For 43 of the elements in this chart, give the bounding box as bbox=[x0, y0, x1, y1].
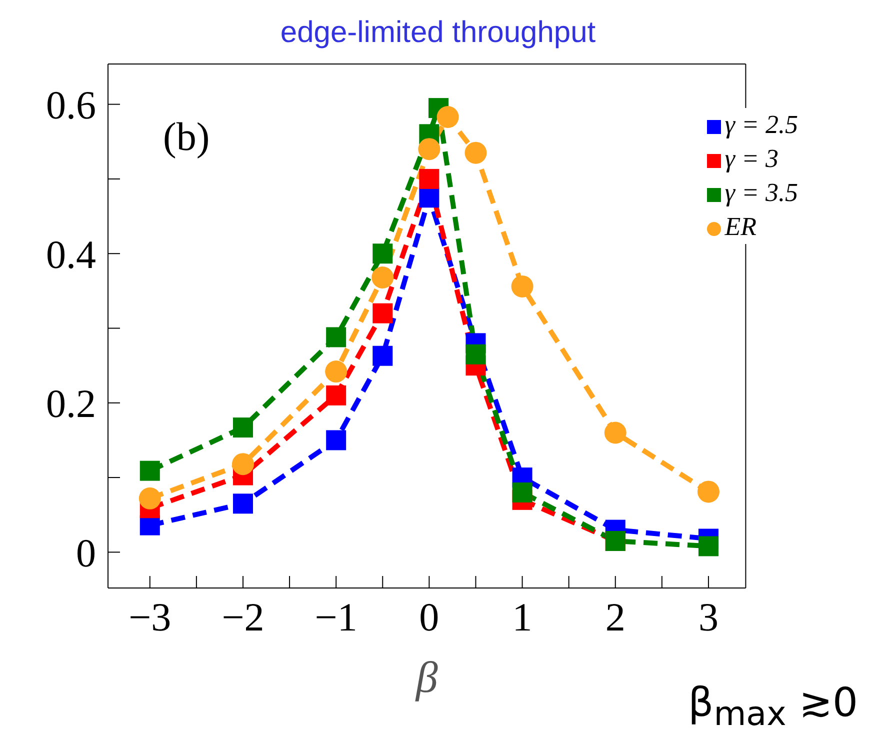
y-tick-label: 0.2 bbox=[46, 381, 96, 426]
point bbox=[326, 430, 346, 450]
point bbox=[326, 327, 346, 348]
point bbox=[138, 487, 161, 510]
point bbox=[698, 536, 718, 556]
y-tick-label: 0.6 bbox=[46, 82, 96, 128]
point bbox=[232, 418, 253, 438]
point bbox=[419, 188, 440, 208]
point bbox=[512, 482, 532, 502]
point bbox=[604, 422, 626, 444]
legend-label: γ = 3.5 bbox=[724, 178, 798, 207]
point bbox=[697, 480, 720, 503]
x-tick-label: 3 bbox=[698, 594, 718, 640]
point bbox=[464, 142, 487, 164]
point bbox=[325, 360, 348, 383]
point bbox=[511, 275, 534, 298]
point bbox=[372, 346, 393, 366]
legend-label: γ = 3 bbox=[724, 144, 778, 173]
x-tick-label: 0 bbox=[419, 594, 440, 640]
x-tick-label: 1 bbox=[512, 594, 532, 640]
point bbox=[436, 106, 459, 128]
point bbox=[466, 344, 486, 364]
chart-title: edge-limited throughput bbox=[279, 16, 597, 50]
point bbox=[140, 460, 160, 481]
x-axis-title: β bbox=[414, 653, 438, 702]
point bbox=[326, 385, 346, 406]
legend-label: ER bbox=[724, 212, 756, 241]
point bbox=[419, 168, 440, 189]
y-tick-label: 0.4 bbox=[46, 232, 96, 277]
legend-label: γ = 2.5 bbox=[724, 110, 798, 139]
y-tick-label: 0 bbox=[76, 530, 96, 576]
point bbox=[372, 244, 393, 264]
x-tick-label: −2 bbox=[222, 594, 264, 640]
point bbox=[372, 303, 393, 324]
x-tick-label: −3 bbox=[128, 594, 172, 640]
text: β$_{max}$ ≳0 bbox=[688, 680, 858, 733]
point bbox=[372, 266, 394, 288]
x-tick-label: 2 bbox=[605, 594, 626, 640]
point bbox=[232, 494, 253, 514]
x-tick-label: −1 bbox=[314, 594, 358, 640]
annotation: (b) bbox=[163, 113, 210, 160]
point bbox=[232, 453, 254, 476]
point bbox=[418, 138, 440, 160]
